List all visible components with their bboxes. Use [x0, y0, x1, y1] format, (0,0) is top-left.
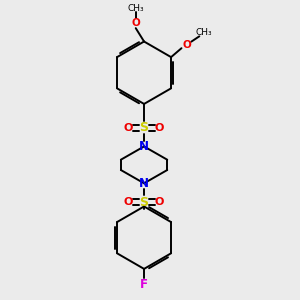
- Text: CH₃: CH₃: [128, 4, 144, 13]
- Text: O: O: [155, 123, 164, 133]
- Text: N: N: [139, 177, 149, 190]
- Text: O: O: [131, 18, 140, 28]
- Text: O: O: [124, 123, 133, 133]
- Text: O: O: [182, 40, 191, 50]
- Text: F: F: [140, 278, 148, 291]
- Text: S: S: [140, 196, 148, 208]
- Text: O: O: [155, 197, 164, 207]
- Text: CH₃: CH₃: [196, 28, 212, 37]
- Text: N: N: [139, 140, 149, 153]
- Text: O: O: [124, 197, 133, 207]
- Text: S: S: [140, 121, 148, 134]
